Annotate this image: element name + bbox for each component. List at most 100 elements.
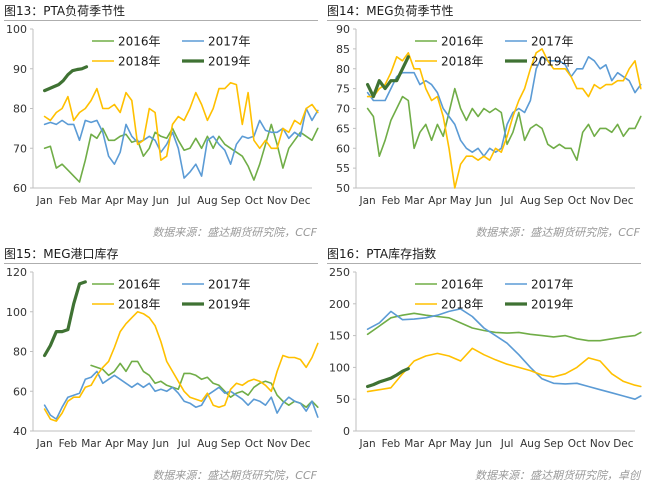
series-line-1 <box>366 87 642 161</box>
x-tick-label: Aug <box>520 438 541 450</box>
x-tick-label: Apr <box>105 438 124 450</box>
line-chart: 40 60 80 100 120 Jan Feb Mar Apr May Jun Jul Aug Sep O… <box>6 266 319 450</box>
x-tick-label: Jul <box>177 195 191 207</box>
x-tick-label: Sep <box>544 438 564 450</box>
chart-panel-meg-port-inventory: 图15：MEG港口库存 40 60 80 100 120 Jan Feb Mar Apr May J… <box>0 243 323 486</box>
y-tick-label: 70 <box>13 142 27 155</box>
y-tick-label: 120 <box>6 266 27 279</box>
chart-title: 图15：MEG港口库存 <box>4 246 318 264</box>
legend-label: 2019年 <box>208 55 251 69</box>
legend-label: 2017年 <box>531 35 574 49</box>
series-line-4 <box>365 55 410 99</box>
x-tick-label: Oct <box>245 195 263 207</box>
x-tick-label: May <box>450 195 472 207</box>
legend-label: 2016年 <box>118 278 161 292</box>
series-line-3 <box>366 347 642 393</box>
x-tick-label: Jul <box>177 438 191 450</box>
data-source-note: 数据来源：盛达期货研究院，CCF <box>475 226 640 239</box>
y-tick-label: 80 <box>336 63 350 76</box>
y-tick-label: 80 <box>13 346 27 359</box>
x-tick-label: Dec <box>613 195 634 207</box>
legend-label: 2019年 <box>208 298 251 312</box>
series-line-4 <box>365 367 410 389</box>
x-tick-label: Oct <box>568 438 586 450</box>
x-tick-label: Feb <box>59 438 78 450</box>
x-tick-label: May <box>127 438 149 450</box>
x-tick-label: Nov <box>267 195 288 207</box>
x-tick-label: Dec <box>290 438 311 450</box>
x-tick-label: Jul <box>500 195 514 207</box>
y-tick-label: 250 <box>329 266 350 279</box>
x-tick-label: Dec <box>613 438 634 450</box>
x-tick-label: Mar <box>404 195 424 207</box>
series-line-2 <box>366 55 642 157</box>
y-tick-label: 60 <box>336 142 350 155</box>
legend-label: 2016年 <box>441 35 484 49</box>
chart-panel-pta-inventory-index: 图16：PTA库存指数 0 50 100 150 200 250 Jan Feb Mar Apr M… <box>323 243 646 486</box>
x-tick-label: Nov <box>590 438 611 450</box>
y-tick-label: 70 <box>336 103 350 116</box>
y-tick-label: 50 <box>336 182 350 195</box>
x-tick-label: Feb <box>382 438 401 450</box>
x-tick-label: Oct <box>245 438 263 450</box>
series-line-4 <box>42 280 87 358</box>
chart-panel-pta-load: 图13：PTA负荷季节性 60 70 80 90 100 Jan Feb Mar Apr May J… <box>0 0 323 243</box>
y-tick-label: 90 <box>13 63 27 76</box>
y-tick-label: 60 <box>13 182 27 195</box>
y-tick-label: 80 <box>13 103 27 116</box>
legend-label: 2016年 <box>441 278 484 292</box>
line-chart: 50 55 60 65 70 75 80 85 90 Jan Feb Mar Apr May Jun Jul A… <box>336 23 642 207</box>
legend-label: 2018年 <box>118 298 161 312</box>
x-tick-label: Jun <box>475 438 492 450</box>
x-tick-label: Jan <box>359 438 376 450</box>
y-tick-label: 50 <box>336 393 350 406</box>
chart-area: 0 50 100 150 200 250 Jan Feb Mar Apr May Jun Jul Aug S… <box>323 264 646 464</box>
y-tick-label: 85 <box>336 43 350 56</box>
x-tick-label: Jan <box>36 195 53 207</box>
x-tick-label: Feb <box>382 195 401 207</box>
line-chart: 0 50 100 150 200 250 Jan Feb Mar Apr May Jun Jul Aug S… <box>329 266 642 450</box>
y-tick-label: 55 <box>336 162 350 175</box>
x-tick-label: Apr <box>428 195 447 207</box>
x-tick-label: Apr <box>105 195 124 207</box>
x-tick-label: Sep <box>221 438 241 450</box>
series-line-4 <box>42 65 89 93</box>
y-tick-label: 150 <box>329 330 350 343</box>
data-source-note: 数据来源：盛达期货研究院，CCF <box>152 469 317 482</box>
y-tick-label: 0 <box>343 425 350 438</box>
chart-panel-meg-load: 图14：MEG负荷季节性 50 55 60 65 70 75 80 85 90 Jan Feb Mar… <box>323 0 646 243</box>
y-tick-label: 100 <box>6 306 27 319</box>
series-line-2 <box>366 308 642 400</box>
legend-label: 2016年 <box>118 35 161 49</box>
x-tick-label: Feb <box>59 195 78 207</box>
x-tick-label: Jan <box>36 438 53 450</box>
legend-label: 2019年 <box>531 55 574 69</box>
series-line-2 <box>43 370 319 420</box>
x-tick-label: Apr <box>428 438 447 450</box>
x-tick-label: Mar <box>81 438 101 450</box>
data-source-note: 数据来源：盛达期货研究院，CCF <box>152 226 317 239</box>
series-line-2 <box>43 107 319 179</box>
x-tick-label: Aug <box>520 195 541 207</box>
y-tick-label: 40 <box>13 425 27 438</box>
y-tick-label: 100 <box>6 23 27 36</box>
y-tick-label: 100 <box>329 361 350 374</box>
x-tick-label: Nov <box>267 438 288 450</box>
legend-label: 2019年 <box>531 298 574 312</box>
legend-label: 2018年 <box>441 55 484 69</box>
x-tick-label: May <box>127 195 149 207</box>
chart-title: 图14：MEG负荷季节性 <box>327 3 641 21</box>
series-line-1 <box>366 312 642 342</box>
data-source-note: 数据来源：盛达期货研究院，卓创 <box>475 469 640 482</box>
x-tick-label: Jan <box>359 195 376 207</box>
series-line-1 <box>90 360 319 408</box>
x-tick-label: Jun <box>475 195 492 207</box>
line-chart: 60 70 80 90 100 Jan Feb Mar Apr May Jun Jul Aug Sep Oc… <box>6 23 319 207</box>
chart-title: 图13：PTA负荷季节性 <box>4 3 318 21</box>
x-tick-label: Sep <box>221 195 241 207</box>
y-tick-label: 60 <box>13 385 27 398</box>
chart-area: 50 55 60 65 70 75 80 85 90 Jan Feb Mar Apr May Jun Jul A… <box>323 21 646 221</box>
y-tick-label: 65 <box>336 122 350 135</box>
x-tick-label: Jul <box>500 438 514 450</box>
x-tick-label: Mar <box>404 438 424 450</box>
